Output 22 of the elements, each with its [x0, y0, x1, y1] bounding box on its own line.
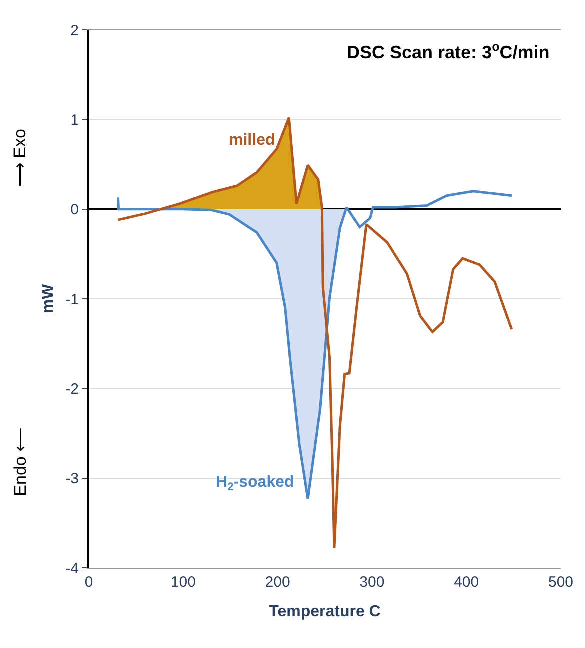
- series-label: milled: [229, 132, 276, 149]
- y-tick-label: -2: [66, 380, 79, 398]
- y-tick-label: 2: [70, 22, 79, 40]
- x-tick-label: 400: [454, 574, 480, 591]
- text: DSC Scan rate: 3$^{o}$C/min: [347, 40, 550, 63]
- x-tick-label: 200: [265, 574, 290, 591]
- series-label: H$_{2}$-soaked: [216, 474, 294, 494]
- x-tick-label: 300: [360, 574, 385, 591]
- y-tick-label: 1: [70, 112, 79, 129]
- y-tick-label: -3: [66, 470, 79, 488]
- line-series: [117, 190, 514, 500]
- x-axis-title: Temperature C: [269, 604, 382, 621]
- line-series: [117, 116, 514, 550]
- y-tick-label: 0: [70, 202, 79, 219]
- y-tick-label: -4: [66, 560, 79, 578]
- x-tick-label: 100: [170, 574, 196, 591]
- y-axis-title: mW: [40, 283, 58, 314]
- x-tick-label: 0: [84, 574, 94, 591]
- text: Endo ⟵: [11, 428, 30, 496]
- y-tick-label: -1: [66, 291, 79, 308]
- text: ⟶ Exo: [10, 129, 30, 188]
- x-tick-label: 500: [548, 574, 574, 591]
